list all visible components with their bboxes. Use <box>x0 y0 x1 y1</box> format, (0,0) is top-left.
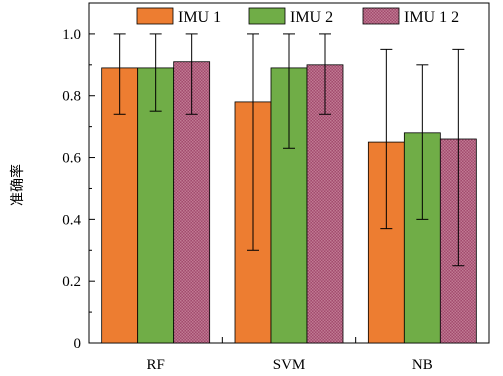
x-tick-label: RF <box>146 357 164 373</box>
x-tick-label: SVM <box>273 357 306 373</box>
x-axis: RF SVM NB <box>146 337 433 373</box>
legend-label: IMU 1 2 <box>404 9 459 26</box>
x-tick-label: NB <box>412 357 433 373</box>
y-tick-label: 0 <box>74 336 82 352</box>
bar <box>137 67 175 344</box>
legend-swatch <box>248 7 286 25</box>
legend-swatch <box>136 7 174 25</box>
y-tick-label: 1.0 <box>62 27 81 43</box>
legend-label: IMU 1 <box>178 9 221 26</box>
y-axis-label: 准确率 <box>9 164 26 206</box>
y-tick-label: 0.4 <box>62 212 81 228</box>
legend-label: IMU 2 <box>290 9 333 26</box>
y-tick-label: 0.6 <box>62 151 81 167</box>
y-tick-label: 0.8 <box>62 89 81 105</box>
y-axis: 0 0.2 0.4 0.6 0.8 1.0 <box>62 2 95 352</box>
error-bars-group <box>113 33 465 267</box>
legend: IMU 1 IMU 2 IMU 1 2 <box>136 7 459 26</box>
bar <box>270 67 308 344</box>
y-tick-label: 0.2 <box>62 274 81 290</box>
legend-swatch <box>362 7 400 25</box>
